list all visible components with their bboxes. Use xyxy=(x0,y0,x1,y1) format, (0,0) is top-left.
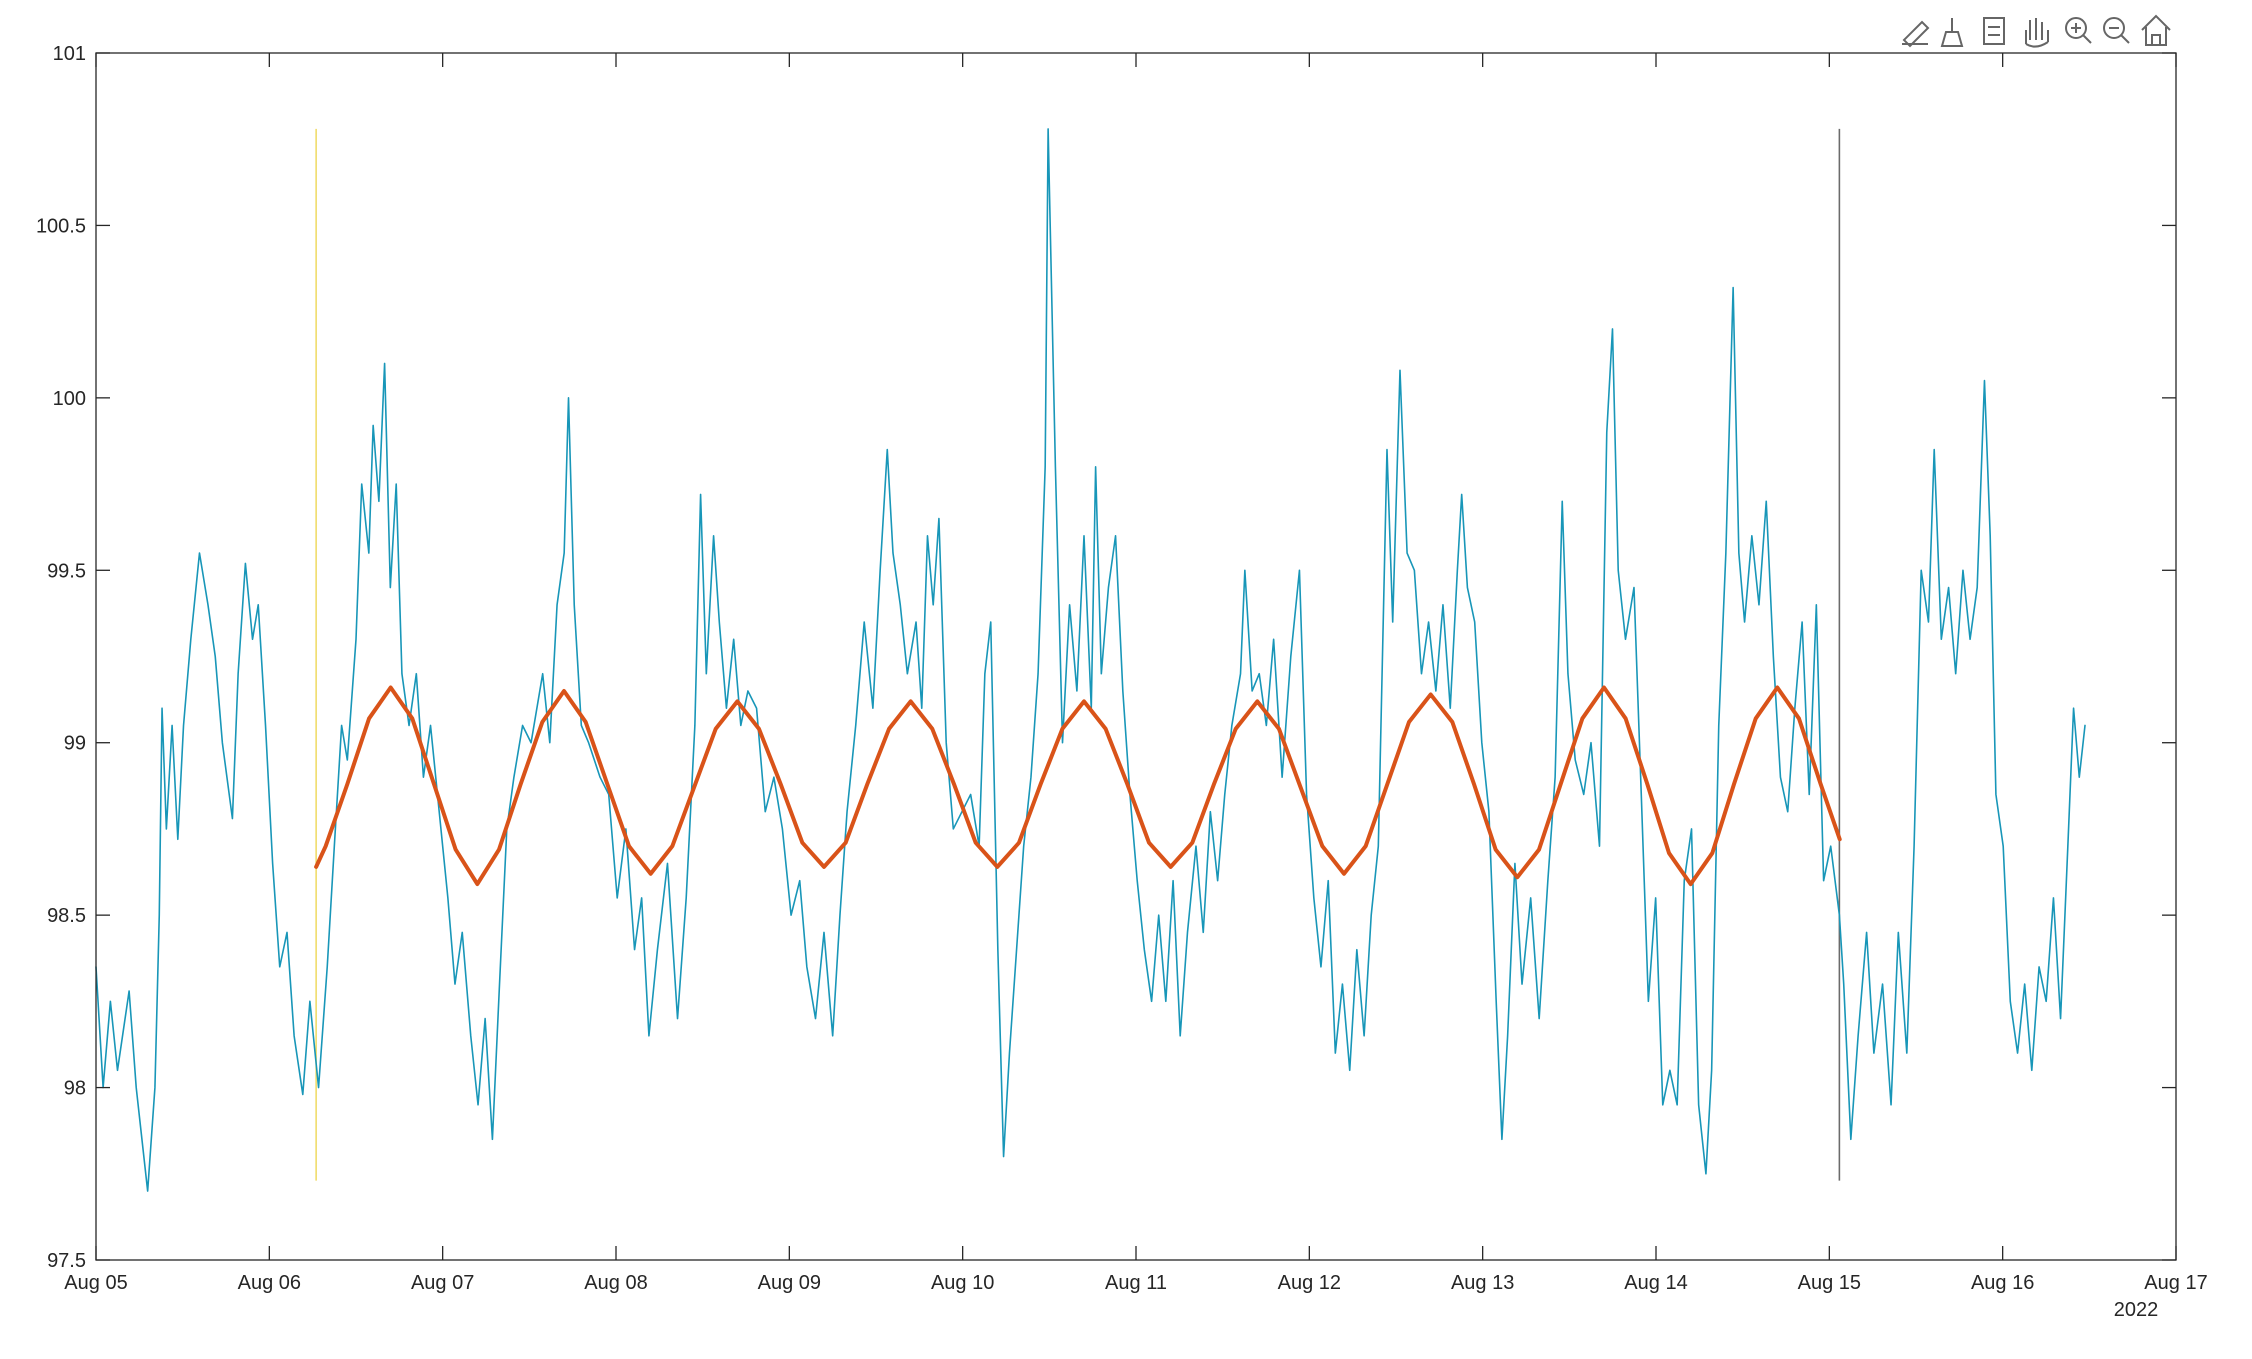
y-tick-label: 97.5 xyxy=(47,1250,86,1272)
zoom-out-button[interactable] xyxy=(2103,17,2130,44)
x-tick-label: Aug 16 xyxy=(1971,1272,2034,1294)
y-tick-label: 98 xyxy=(64,1078,86,1100)
x-tick-label: Aug 13 xyxy=(1451,1272,1514,1294)
home-button[interactable] xyxy=(2141,14,2171,46)
data-tips-button[interactable] xyxy=(1902,20,1930,48)
legend-button[interactable] xyxy=(1983,17,2005,45)
y-tick-label: 99 xyxy=(64,733,86,755)
x-tick-label: Aug 06 xyxy=(238,1272,301,1294)
x-tick-label: Aug 10 xyxy=(931,1272,994,1294)
data-line xyxy=(95,128,2086,1192)
x-tick-label: Aug 08 xyxy=(584,1272,647,1294)
x-tick-label: Aug 17 xyxy=(2144,1272,2207,1294)
x-secondary-label: 2022 xyxy=(2114,1299,2159,1321)
x-tick-label: Aug 11 xyxy=(1105,1272,1167,1294)
y-tick-label: 99.5 xyxy=(47,560,86,582)
x-tick-label: Aug 15 xyxy=(1798,1272,1861,1294)
y-tick-label: 101 xyxy=(53,43,86,65)
brush-button[interactable] xyxy=(1940,18,1964,47)
x-tick-label: Aug 14 xyxy=(1624,1272,1687,1294)
zoom-in-button[interactable] xyxy=(2065,17,2092,44)
x-tick-label: Aug 09 xyxy=(758,1272,821,1294)
x-tick-label: Aug 07 xyxy=(411,1272,474,1294)
y-tick-label: 100.5 xyxy=(36,215,86,237)
y-tick-label: 98.5 xyxy=(47,905,86,927)
plot-area xyxy=(95,128,2086,1192)
y-tick-label: 100 xyxy=(53,388,86,410)
data-line xyxy=(314,685,1842,887)
pan-button[interactable] xyxy=(2025,18,2049,48)
x-tick-label: Aug 12 xyxy=(1278,1272,1341,1294)
x-tick-label: Aug 05 xyxy=(64,1272,127,1294)
axes-toolbar xyxy=(1902,14,2171,48)
